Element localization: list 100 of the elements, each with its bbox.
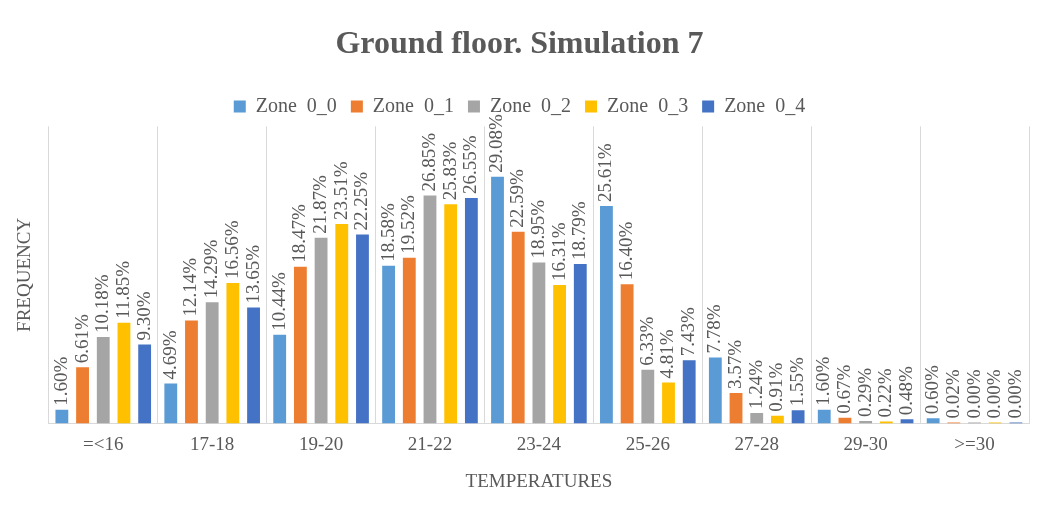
bar [185,320,198,424]
data-label: 22.59% [506,168,528,228]
bar [444,204,458,424]
bar [356,234,369,424]
data-label: 0.02% [941,369,963,419]
legend-label: Zone 0_3 [607,93,689,116]
bar [402,257,416,424]
x-tick-label: 25-26 [625,432,670,454]
x-tick-label: 27-28 [734,432,779,454]
x-tick-label: 19-20 [298,432,344,454]
data-label: 4.69% [158,330,180,380]
y-axis-title: FREQUENCY [13,217,35,332]
x-tick-label: >=30 [954,432,995,454]
bar [750,412,764,424]
data-label: 23.51% [329,161,351,220]
data-label: 26.85% [417,132,439,192]
data-label: 22.25% [350,171,372,231]
data-label: 1.55% [786,357,808,407]
data-label: 1.60% [49,356,71,406]
data-label: 0.00% [983,369,1005,419]
bar [511,231,525,424]
data-label: 1.24% [744,359,766,409]
bar [55,409,69,424]
data-label: 18.58% [376,202,398,262]
bar [791,410,805,424]
data-label: 18.79% [568,201,590,260]
data-label: 16.56% [220,220,242,279]
legend-label: Zone 0_0 [255,93,337,116]
data-label: 0.00% [1003,369,1025,419]
bar [314,237,328,424]
bar [205,302,219,424]
bar [76,367,89,424]
bar [247,307,260,424]
data-label: 16.40% [615,221,637,281]
data-label: 16.31% [547,222,569,281]
data-label: 3.57% [724,339,746,390]
data-label: 4.81% [656,329,678,379]
bar [641,369,655,424]
bar [708,357,722,424]
x-axis-title: TEMPERATURES [465,469,613,491]
x-tick-label: =<16 [83,432,124,454]
bar [600,206,613,424]
bar [729,393,743,424]
data-label: 18.47% [288,203,310,263]
bar [423,195,437,424]
x-tick-label: 21-22 [407,432,453,454]
data-label: 13.65% [241,244,263,304]
legend-label: Zone 0_2 [489,93,572,116]
data-label: 0.00% [962,369,984,419]
data-label: 0.22% [874,368,896,418]
legend-label: Zone 0_4 [724,93,806,116]
data-label: 29.08% [485,113,507,173]
x-tick-label: 23-24 [516,432,562,454]
data-label: 9.30% [132,291,154,341]
bar [620,284,634,424]
bar [553,285,567,424]
data-label: 7.43% [677,307,699,357]
data-label: 14.29% [200,239,222,299]
bar [900,419,914,424]
bar [817,409,831,424]
data-label: 0.29% [853,367,875,417]
bar [532,262,546,424]
bar [138,344,152,424]
data-label: 7.78% [703,304,725,354]
bar [96,337,110,424]
x-tick-label: 17-18 [190,432,235,454]
bar [662,382,675,424]
data-label: 6.33% [635,316,657,366]
data-label: 25.61% [594,143,616,203]
data-label: 18.95% [526,199,548,259]
legend-label: Zone 0_1 [372,93,454,116]
x-tick-label: 29-30 [843,432,888,454]
bar [293,266,307,424]
chart-title: Ground floor. Simulation 7 [335,24,704,61]
data-label: 11.85% [111,260,133,319]
data-label: 19.52% [397,195,419,254]
bar [464,198,478,424]
data-label: 0.48% [895,366,916,416]
data-label: 10.18% [91,274,113,334]
data-label: 12.14% [179,257,201,317]
bar [382,265,396,424]
bar [926,418,940,424]
data-label: 10.44% [267,272,289,331]
bar [771,415,784,424]
bar [682,360,696,424]
data-label: 21.87% [309,175,331,234]
bar [335,223,349,424]
bar [226,282,240,424]
bar [573,263,587,424]
data-label: 6.61% [70,314,92,364]
bar [273,334,287,424]
bar [491,176,504,424]
bar [117,322,131,424]
data-label: 0.60% [921,365,943,415]
data-label: 25.83% [438,141,460,201]
data-label: 0.91% [765,362,787,412]
data-label: 26.55% [459,135,481,195]
bar [164,383,178,424]
data-label: 0.67% [832,364,854,414]
data-label: 1.60% [812,356,834,406]
